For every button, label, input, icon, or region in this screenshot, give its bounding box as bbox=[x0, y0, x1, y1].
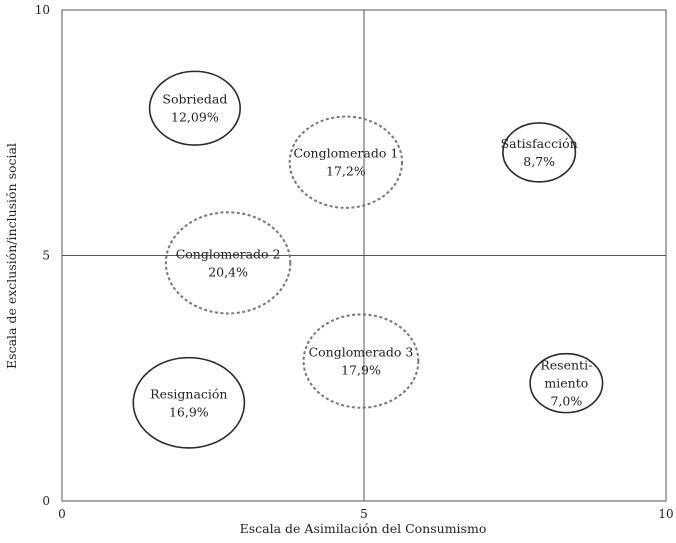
bubble-label: Conglomerado 1 bbox=[293, 146, 398, 161]
bubble-circle bbox=[529, 352, 604, 414]
bubble-label: Conglomerado 3 bbox=[309, 345, 414, 360]
bubble-label: 20,4% bbox=[208, 264, 248, 279]
bubble: Conglomerado 1 17,2% bbox=[288, 115, 404, 209]
bubble-label: Resignación bbox=[150, 386, 227, 401]
bubble: Resenti-miento 7,0% bbox=[529, 352, 604, 414]
bubble-label: Satisfacción bbox=[501, 136, 578, 151]
bubble-label: 7,0% bbox=[550, 394, 582, 409]
y-tick-label: 5 bbox=[42, 249, 50, 263]
plot-frame bbox=[61, 9, 667, 502]
bubble-label: 17,2% bbox=[326, 164, 366, 179]
tick-labels: 0 5 10 0 5 10 bbox=[35, 3, 674, 521]
x-tick-label: 0 bbox=[58, 507, 66, 521]
bubble-label: Conglomerado 2 bbox=[176, 246, 281, 261]
bubble-circle bbox=[132, 356, 246, 449]
bubble-label: 8,7% bbox=[523, 154, 555, 169]
bubbles: Sobriedad 12,09% Conglomerado 1 17,2% Satisf… bbox=[132, 70, 604, 449]
bubble-label: 16,9% bbox=[169, 404, 209, 419]
x-tick-label: 5 bbox=[360, 507, 368, 521]
bubble-circle bbox=[148, 70, 241, 146]
y-tick-label: 0 bbox=[42, 494, 50, 508]
y-tick-label: 10 bbox=[35, 3, 50, 17]
x-axis-label: Escala de Asimilación del Consumismo bbox=[240, 521, 487, 536]
bubble-label: Resenti- bbox=[540, 358, 592, 373]
bubble-circle bbox=[502, 122, 577, 183]
y-axis-label: Escala de exclusión/inclusión social bbox=[4, 143, 19, 369]
bubble: Satisfacción 8,7% bbox=[501, 122, 578, 183]
bubble-label: Sobriedad bbox=[162, 92, 227, 107]
bubble-circle bbox=[302, 313, 420, 409]
bubble-label: miento bbox=[544, 376, 588, 391]
bubble: Resignación 16,9% bbox=[132, 356, 246, 449]
bubble: Conglomerado 3 17,9% bbox=[302, 313, 420, 409]
bubble-circle bbox=[288, 115, 404, 209]
bubble-label: 12,09% bbox=[171, 110, 219, 125]
bubble-circle bbox=[164, 211, 292, 315]
bubble-label: 17,9% bbox=[341, 363, 381, 378]
bubble: Conglomerado 2 20,4% bbox=[164, 211, 292, 315]
x-tick-label: 10 bbox=[658, 507, 673, 521]
bubble: Sobriedad 12,09% bbox=[148, 70, 241, 146]
